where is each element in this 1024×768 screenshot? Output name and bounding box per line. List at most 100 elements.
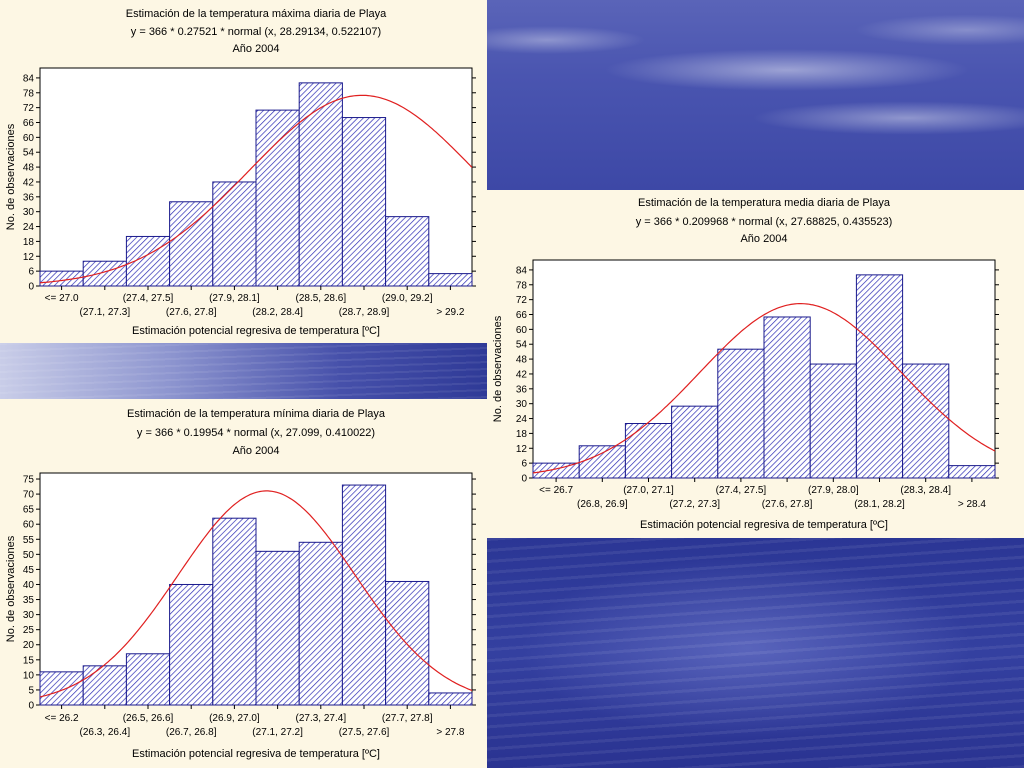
x-axis-label: Estimación potencial regresiva de temper… xyxy=(132,325,380,337)
histogram-bar xyxy=(855,274,904,479)
chart-panel-minima: Estimación de la temperatura mínima diar… xyxy=(0,399,487,768)
y-tick-label: 42 xyxy=(516,369,528,380)
histogram-bar xyxy=(341,484,387,706)
x-tick-label: <= 26.7 xyxy=(539,485,573,496)
histogram-bar xyxy=(125,653,171,706)
sky-photo xyxy=(487,0,1024,190)
y-tick-label: 70 xyxy=(23,490,35,501)
y-tick-label: 18 xyxy=(23,237,35,248)
y-tick-label: 35 xyxy=(23,595,35,606)
y-tick-label: 30 xyxy=(23,207,35,218)
y-axis-label: No. de observaciones xyxy=(5,535,17,642)
x-tick-label: (27.6, 27.8] xyxy=(166,307,217,318)
histogram-bar xyxy=(341,117,387,287)
chart-panel-media: Estimación de la temperatura media diari… xyxy=(487,190,1024,538)
y-tick-label: 12 xyxy=(23,252,35,263)
y-tick-label: 36 xyxy=(23,192,35,203)
x-tick-label: (27.0, 27.1] xyxy=(623,485,674,496)
x-tick-label: (29.0, 29.2] xyxy=(382,293,433,304)
x-tick-label: (27.9, 28.1] xyxy=(209,293,260,304)
x-tick-label: (27.3, 27.4] xyxy=(296,713,347,724)
y-tick-label: 6 xyxy=(521,459,527,470)
histogram-bar xyxy=(82,665,127,706)
histogram-bar xyxy=(255,550,300,706)
x-axis-label: Estimación potencial regresiva de temper… xyxy=(132,748,380,760)
y-tick-label: 0 xyxy=(28,701,34,712)
y-tick-label: 60 xyxy=(516,325,528,336)
x-tick-label: > 27.8 xyxy=(436,727,465,738)
histogram-maxima: Estimación de la temperatura máxima diar… xyxy=(5,8,476,337)
histogram-bar xyxy=(298,82,343,287)
chart-title: Estimación de la temperatura media diari… xyxy=(638,197,891,209)
histogram-bar xyxy=(212,181,257,287)
x-tick-label: (26.5, 26.6] xyxy=(123,713,174,724)
y-tick-label: 6 xyxy=(28,267,34,278)
x-tick-label: > 28.4 xyxy=(958,499,987,510)
chart-year: Año 2004 xyxy=(740,233,787,245)
y-tick-label: 24 xyxy=(516,414,528,425)
histogram-bar xyxy=(82,260,127,287)
histogram-bar xyxy=(948,465,996,479)
x-tick-label: <= 27.0 xyxy=(45,293,79,304)
y-tick-label: 54 xyxy=(23,148,35,159)
y-tick-label: 48 xyxy=(516,355,528,366)
histogram-bar xyxy=(428,273,473,287)
histogram-bar xyxy=(212,517,257,706)
histogram-bar xyxy=(624,423,673,479)
y-tick-label: 78 xyxy=(23,88,35,99)
y-tick-label: 75 xyxy=(23,475,35,486)
y-tick-label: 30 xyxy=(516,399,528,410)
y-tick-label: 42 xyxy=(23,177,35,188)
histogram-bar xyxy=(809,363,857,479)
y-tick-label: 12 xyxy=(516,444,528,455)
y-axis-label: No. de observaciones xyxy=(5,123,17,230)
x-tick-label: (26.8, 26.9] xyxy=(577,499,628,510)
y-tick-label: 0 xyxy=(521,474,527,485)
x-axis-label: Estimación potencial regresiva de temper… xyxy=(640,519,888,531)
normal-fit-curve xyxy=(39,94,473,284)
x-tick-label: (27.2, 27.3] xyxy=(669,499,720,510)
y-tick-label: 30 xyxy=(23,610,35,621)
histogram-bar xyxy=(169,201,214,287)
histogram-minima: Estimación de la temperatura mínima diar… xyxy=(5,408,476,760)
histogram-bar xyxy=(763,316,811,479)
y-tick-label: 48 xyxy=(23,163,35,174)
y-tick-label: 25 xyxy=(23,625,35,636)
x-tick-label: <= 26.2 xyxy=(45,713,79,724)
histogram-bar xyxy=(532,462,580,479)
y-tick-label: 5 xyxy=(28,685,34,696)
x-tick-label: (28.1, 28.2] xyxy=(854,499,905,510)
x-tick-label: (27.1, 27.2] xyxy=(252,727,303,738)
x-tick-label: (26.7, 26.8] xyxy=(166,727,217,738)
y-tick-label: 20 xyxy=(23,640,35,651)
y-tick-label: 45 xyxy=(23,565,35,576)
x-tick-label: (27.9, 28.0] xyxy=(808,485,859,496)
y-tick-label: 72 xyxy=(516,295,528,306)
y-tick-label: 40 xyxy=(23,580,35,591)
y-tick-label: 84 xyxy=(23,73,35,84)
y-tick-label: 54 xyxy=(516,340,528,351)
histogram-bar xyxy=(578,445,626,479)
y-tick-label: 60 xyxy=(23,520,35,531)
histogram-bar xyxy=(428,692,473,706)
histogram-bar xyxy=(385,580,430,706)
histogram-bar xyxy=(671,405,719,479)
y-tick-label: 72 xyxy=(23,103,35,114)
x-tick-label: (28.3, 28.4] xyxy=(900,485,951,496)
x-tick-label: (28.7, 28.9] xyxy=(339,307,390,318)
sea-photo-strip xyxy=(0,343,487,399)
normal-fit-curve xyxy=(39,490,473,698)
chart-subtitle: y = 366 * 0.27521 * normal (x, 28.29134,… xyxy=(131,26,381,38)
y-tick-label: 36 xyxy=(516,384,528,395)
chart-panel-maxima: Estimación de la temperatura máxima diar… xyxy=(0,0,487,343)
x-tick-label: (27.6, 27.8] xyxy=(762,499,813,510)
y-tick-label: 78 xyxy=(516,280,528,291)
y-tick-label: 60 xyxy=(23,133,35,144)
chart-year: Año 2004 xyxy=(232,43,279,55)
normal-fit-curve xyxy=(532,302,996,474)
histogram-bar xyxy=(385,216,430,287)
sea-photo xyxy=(487,538,1024,768)
x-tick-label: (27.7, 27.8] xyxy=(382,713,433,724)
chart-title: Estimación de la temperatura mínima diar… xyxy=(127,408,386,420)
histogram-bar xyxy=(298,541,343,706)
